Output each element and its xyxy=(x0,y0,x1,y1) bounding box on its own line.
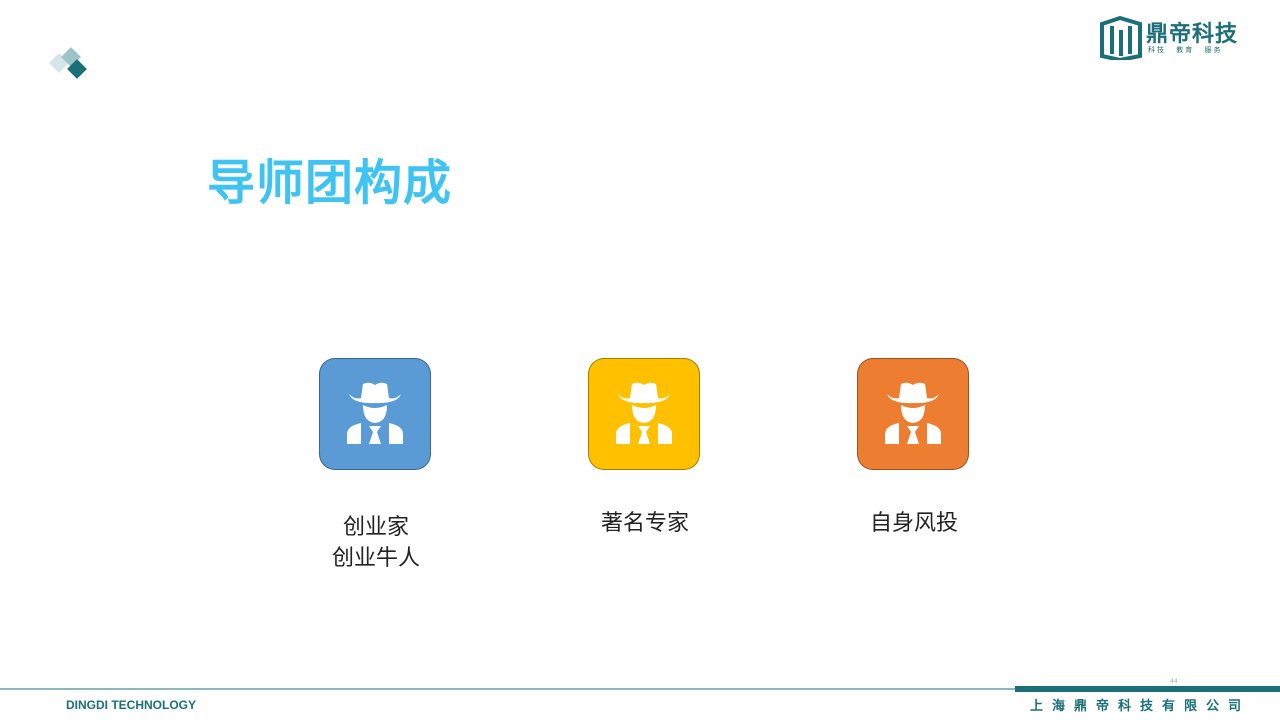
card-caption: 创业家 创业牛人 xyxy=(259,512,493,574)
caption-line: 著名专家 xyxy=(600,511,689,536)
mentor-hat-icon xyxy=(616,382,672,444)
mentor-card-entrepreneur: 创业家 创业牛人 xyxy=(319,358,433,571)
footer-divider xyxy=(0,688,1280,690)
caption-line: 创业家 xyxy=(342,515,409,540)
caption-line: 自身风投 xyxy=(869,511,958,536)
footer-company-cn: 上海鼎帝科技有限公司 xyxy=(1030,699,1251,714)
mentor-tile xyxy=(319,358,431,470)
logo-mark-icon xyxy=(1100,16,1142,60)
mentor-card-vc: 自身风投 xyxy=(857,358,971,536)
footer-company-en: DINGDI TECHNOLOGY xyxy=(66,698,197,712)
page-number: 44 xyxy=(1170,678,1178,685)
card-caption: 自身风投 xyxy=(797,508,1031,539)
mentor-hat-icon xyxy=(347,382,403,444)
card-caption: 著名专家 xyxy=(528,508,762,539)
corner-diamond-decoration xyxy=(49,47,87,79)
page-title: 导师团构成 xyxy=(207,155,453,211)
mentor-tile xyxy=(857,358,969,470)
mentor-tile xyxy=(588,358,700,470)
footer-accent-bar xyxy=(1015,686,1280,692)
caption-line: 创业牛人 xyxy=(331,546,420,571)
logo-name: 鼎帝科技 xyxy=(1146,22,1239,47)
mentor-hat-icon xyxy=(885,382,941,444)
mentor-card-expert: 著名专家 xyxy=(588,358,702,536)
brand-logo: 鼎帝科技 科技 教育 服务 xyxy=(1098,16,1248,62)
logo-tagline: 科技 教育 服务 xyxy=(1148,46,1223,54)
